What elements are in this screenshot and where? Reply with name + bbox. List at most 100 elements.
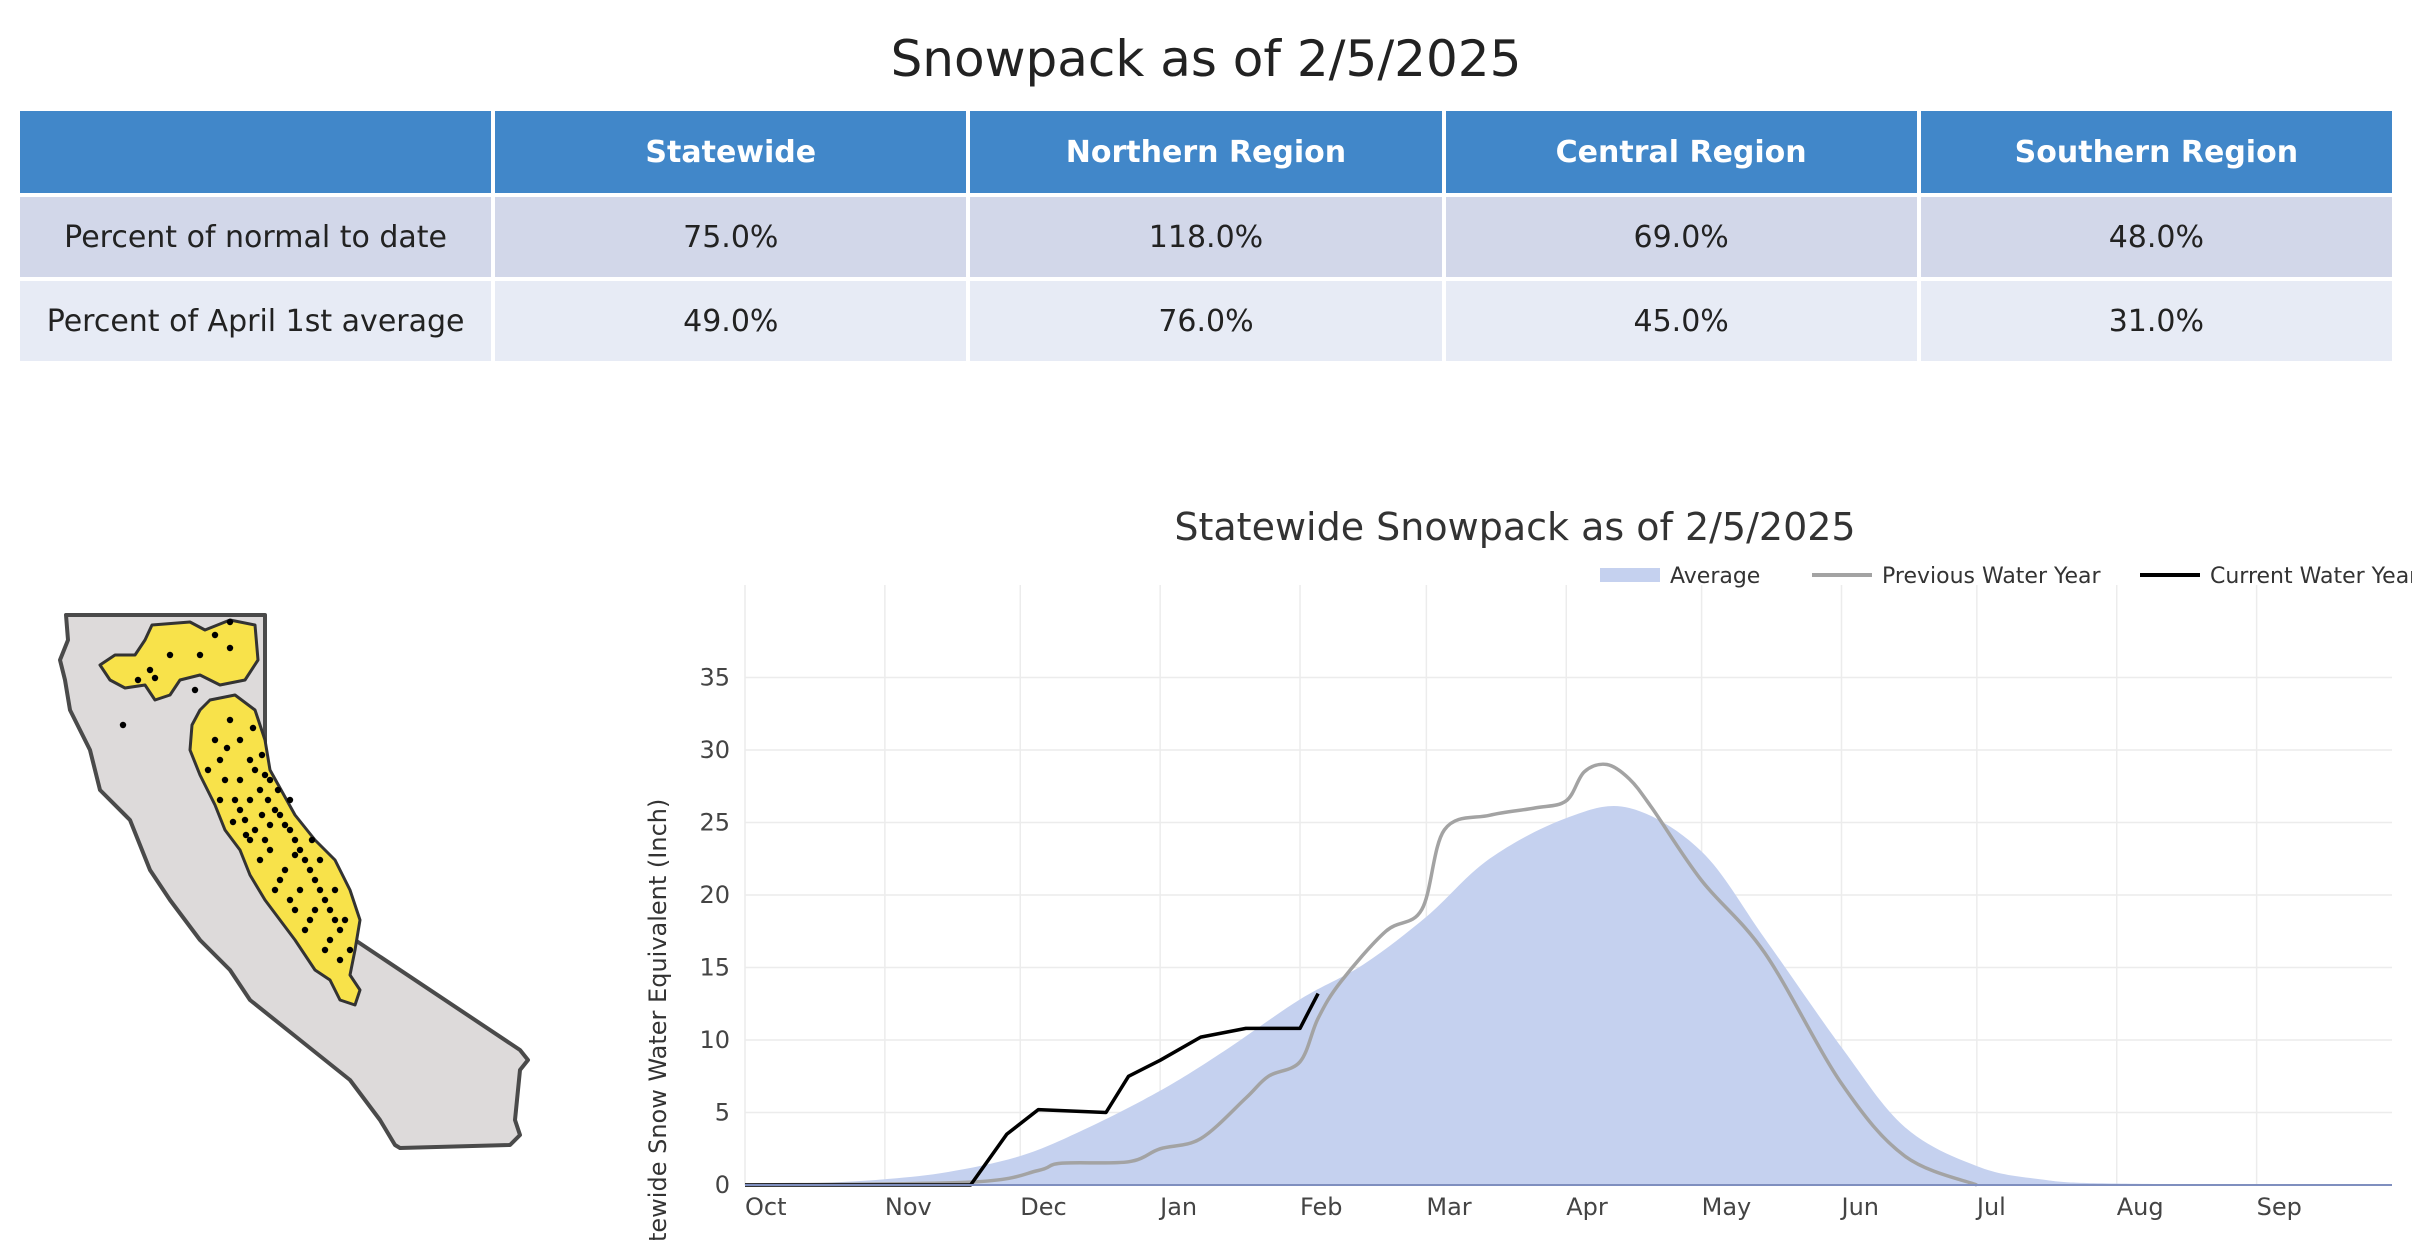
station-dot bbox=[282, 822, 288, 828]
california-region-map bbox=[50, 600, 550, 1170]
station-dot bbox=[265, 797, 271, 803]
station-dot bbox=[282, 867, 288, 873]
station-dot bbox=[292, 852, 298, 858]
station-dot bbox=[337, 927, 343, 933]
station-dot bbox=[262, 837, 268, 843]
station-dot bbox=[292, 837, 298, 843]
x-tick-label: Apr bbox=[1566, 1193, 1608, 1221]
y-axis-ticks: 0 5 10 15 20 25 30 35 bbox=[699, 664, 730, 1200]
x-tick-label: Oct bbox=[745, 1193, 787, 1221]
x-tick-label: Mar bbox=[1426, 1193, 1471, 1221]
y-axis-label: Statewide Snow Water Equivalent (Inch) bbox=[644, 799, 672, 1240]
station-dot bbox=[227, 717, 233, 723]
station-dot bbox=[250, 725, 256, 731]
table-cell: 48.0% bbox=[1921, 197, 2392, 277]
station-dot bbox=[302, 927, 308, 933]
station-dot bbox=[259, 752, 265, 758]
x-tick-label: Dec bbox=[1020, 1193, 1066, 1221]
table-header-southern: Southern Region bbox=[1921, 111, 2392, 193]
station-dot bbox=[292, 907, 298, 913]
y-tick-label: 25 bbox=[699, 809, 730, 837]
station-dot bbox=[222, 777, 228, 783]
station-dot bbox=[277, 877, 283, 883]
statewide-snowpack-chart: 0 5 10 15 20 25 30 35 Oct Nov Dec Jan Feb Mar Apr May J… bbox=[620, 480, 2412, 1240]
x-tick-label: Jul bbox=[1975, 1193, 2006, 1221]
station-dot bbox=[322, 947, 328, 953]
station-dot bbox=[347, 947, 353, 953]
x-tick-label: Aug bbox=[2117, 1193, 2164, 1221]
station-dot bbox=[147, 667, 153, 673]
station-dot bbox=[287, 797, 293, 803]
station-dot bbox=[217, 797, 223, 803]
table-row: Percent of April 1st average 49.0% 76.0%… bbox=[20, 281, 2392, 361]
station-dot bbox=[227, 619, 233, 625]
station-dot bbox=[257, 787, 263, 793]
station-dot bbox=[237, 737, 243, 743]
station-dot bbox=[247, 837, 253, 843]
table-cell: 45.0% bbox=[1446, 281, 1917, 361]
y-tick-label: 10 bbox=[699, 1026, 730, 1054]
x-axis-ticks: Oct Nov Dec Jan Feb Mar Apr May Jun Jul Aug Sep bbox=[745, 1193, 2302, 1221]
station-dot bbox=[312, 877, 318, 883]
row-label: Percent of normal to date bbox=[20, 197, 491, 277]
x-tick-label: Nov bbox=[885, 1193, 932, 1221]
station-dot bbox=[287, 897, 293, 903]
table-cell: 31.0% bbox=[1921, 281, 2392, 361]
station-dot bbox=[257, 857, 263, 863]
station-dot bbox=[312, 907, 318, 913]
station-dot bbox=[267, 777, 273, 783]
station-dot bbox=[252, 827, 258, 833]
y-tick-label: 0 bbox=[715, 1171, 730, 1199]
station-dot bbox=[197, 652, 203, 658]
station-dot bbox=[152, 675, 158, 681]
station-dot bbox=[297, 847, 303, 853]
page-title: Snowpack as of 2/5/2025 bbox=[0, 24, 2412, 94]
y-tick-label: 20 bbox=[699, 881, 730, 909]
table-cell: 75.0% bbox=[495, 197, 966, 277]
station-dot bbox=[242, 817, 248, 823]
chart-title: Statewide Snowpack as of 2/5/2025 bbox=[1174, 505, 1855, 549]
table-header-blank bbox=[20, 111, 491, 193]
station-dot bbox=[192, 687, 198, 693]
y-tick-label: 15 bbox=[699, 954, 730, 982]
station-dot bbox=[307, 867, 313, 873]
station-dot bbox=[262, 772, 268, 778]
x-tick-label: Feb bbox=[1300, 1193, 1343, 1221]
station-dot bbox=[224, 745, 230, 751]
table-header-row: Statewide Northern Region Central Region… bbox=[20, 111, 2392, 193]
station-dot bbox=[297, 887, 303, 893]
station-dot bbox=[237, 807, 243, 813]
y-tick-label: 35 bbox=[699, 664, 730, 692]
table-cell: 49.0% bbox=[495, 281, 966, 361]
station-dot bbox=[247, 757, 253, 763]
station-dot bbox=[247, 797, 253, 803]
snowpack-summary-table: Statewide Northern Region Central Region… bbox=[16, 107, 2396, 365]
station-dot bbox=[237, 777, 243, 783]
table-header-northern: Northern Region bbox=[970, 111, 1441, 193]
station-dot bbox=[120, 722, 126, 728]
station-dot bbox=[272, 887, 278, 893]
station-dot bbox=[342, 917, 348, 923]
station-dot bbox=[212, 737, 218, 743]
station-dot bbox=[332, 917, 338, 923]
table-cell: 118.0% bbox=[970, 197, 1441, 277]
station-dot bbox=[227, 645, 233, 651]
station-dot bbox=[337, 957, 343, 963]
station-dot bbox=[287, 827, 293, 833]
table-cell: 76.0% bbox=[970, 281, 1441, 361]
station-dot bbox=[267, 847, 273, 853]
x-tick-label: Sep bbox=[2257, 1193, 2302, 1221]
station-dot bbox=[277, 812, 283, 818]
station-dot bbox=[307, 917, 313, 923]
y-tick-label: 30 bbox=[699, 736, 730, 764]
station-dot bbox=[272, 807, 278, 813]
station-dot bbox=[252, 767, 258, 773]
station-dot bbox=[205, 767, 211, 773]
station-dot bbox=[317, 857, 323, 863]
station-dot bbox=[135, 677, 141, 683]
table-row: Percent of normal to date 75.0% 118.0% 6… bbox=[20, 197, 2392, 277]
legend-label: Average bbox=[1670, 564, 1760, 589]
chart-legend: Average Previous Water Year Current Water … bbox=[1600, 564, 2412, 589]
station-dot bbox=[327, 937, 333, 943]
x-tick-label: May bbox=[1702, 1193, 1752, 1221]
